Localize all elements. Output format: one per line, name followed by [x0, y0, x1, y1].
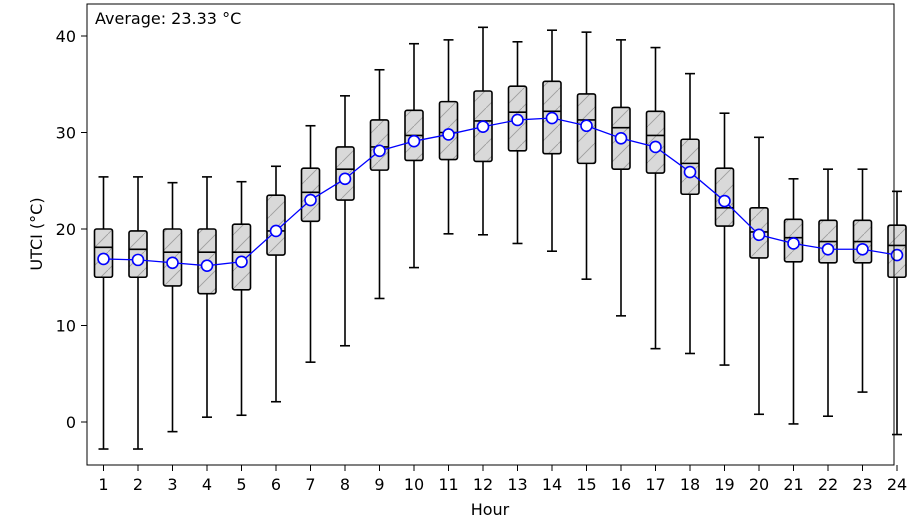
mean-point: [752, 228, 766, 242]
box-plot: [818, 168, 838, 418]
x-tick-label: 18: [680, 475, 700, 494]
box-plot: [231, 180, 252, 417]
x-tick-label: 11: [438, 475, 458, 494]
mean-point: [787, 237, 800, 250]
x-tick-label: 22: [818, 475, 838, 494]
box-plot: [783, 178, 804, 425]
x-tick-label: 9: [374, 475, 384, 494]
x-tick-label: 3: [167, 475, 177, 494]
mean-point: [373, 144, 386, 158]
mean-point: [269, 224, 283, 238]
x-tick-label: 12: [473, 475, 493, 494]
mean-point: [821, 242, 835, 256]
x-tick-label: 1: [98, 475, 108, 494]
mean-point: [200, 259, 214, 272]
box-plot: [197, 176, 217, 418]
mean-point: [97, 252, 110, 266]
average-annotation: Average: 23.33 °C: [95, 9, 241, 28]
y-axis-ticks: 0 10 20 30 40: [56, 27, 87, 432]
x-tick-label: 10: [404, 475, 424, 494]
y-tick-label: 0: [66, 413, 76, 432]
x-tick-label: 6: [271, 475, 281, 494]
box-plot: [162, 181, 183, 433]
box-plot: [335, 95, 355, 347]
box-plot: [542, 29, 562, 252]
mean-point: [649, 140, 662, 154]
box-plots: [93, 26, 907, 450]
box-plot: [404, 42, 424, 269]
mean-point: [476, 120, 490, 134]
x-tick-label: 14: [542, 475, 562, 494]
y-tick-label: 30: [56, 124, 76, 143]
mean-series: [97, 111, 904, 272]
x-tick-label: 15: [576, 475, 596, 494]
mean-point: [338, 172, 352, 186]
mean-point: [856, 242, 869, 256]
box-plot: [93, 176, 114, 450]
x-tick-label: 17: [645, 475, 665, 494]
mean-point: [580, 119, 593, 133]
x-axis-label: Hour: [471, 500, 510, 519]
mean-point: [718, 194, 731, 208]
x-tick-label: 16: [611, 475, 631, 494]
y-tick-label: 10: [56, 317, 76, 336]
box-plot: [128, 176, 148, 450]
y-axis-label: UTCI (°C): [27, 197, 46, 270]
mean-point: [890, 248, 904, 262]
mean-point: [235, 255, 248, 269]
x-tick-label: 7: [305, 475, 315, 494]
mean-point: [683, 165, 697, 179]
box-plot: [266, 165, 286, 403]
box-plot: [749, 136, 769, 416]
x-tick-label: 21: [783, 475, 803, 494]
box-plot: [611, 39, 631, 317]
x-tick-label: 20: [749, 475, 769, 494]
mean-point: [511, 113, 524, 127]
box-plot: [507, 40, 528, 245]
box-plot: [645, 46, 666, 350]
mean-point: [131, 253, 145, 267]
x-tick-label: 23: [852, 475, 872, 494]
box-plot: [576, 31, 597, 280]
mean-point: [407, 134, 421, 148]
mean-line: [103, 117, 898, 267]
mean-point: [166, 256, 179, 270]
y-tick-label: 20: [56, 220, 76, 239]
mean-point: [442, 128, 455, 141]
x-axis-ticks: 1 2 3 4 5 6 7 8 9 10 11 12 13 14 15 16 17 18 19 20 21 22 23 24: [98, 465, 907, 494]
x-tick-label: 2: [133, 475, 143, 494]
mean-point: [304, 193, 317, 207]
box-plot: [300, 124, 321, 363]
box-plot: [887, 190, 907, 436]
box-plot: [714, 112, 735, 366]
mean-point: [545, 111, 559, 125]
x-tick-label: 19: [714, 475, 734, 494]
x-tick-label: 24: [887, 475, 907, 494]
x-tick-label: 13: [507, 475, 527, 494]
x-tick-label: 8: [340, 475, 350, 494]
box-plot: [680, 72, 700, 355]
x-tick-label: 4: [202, 475, 212, 494]
mean-point: [614, 131, 628, 145]
box-plot: [852, 168, 873, 393]
y-tick-label: 40: [56, 27, 76, 46]
x-tick-label: 5: [236, 475, 246, 494]
box-plot: [369, 68, 390, 300]
plot-frame: [86, 3, 895, 466]
